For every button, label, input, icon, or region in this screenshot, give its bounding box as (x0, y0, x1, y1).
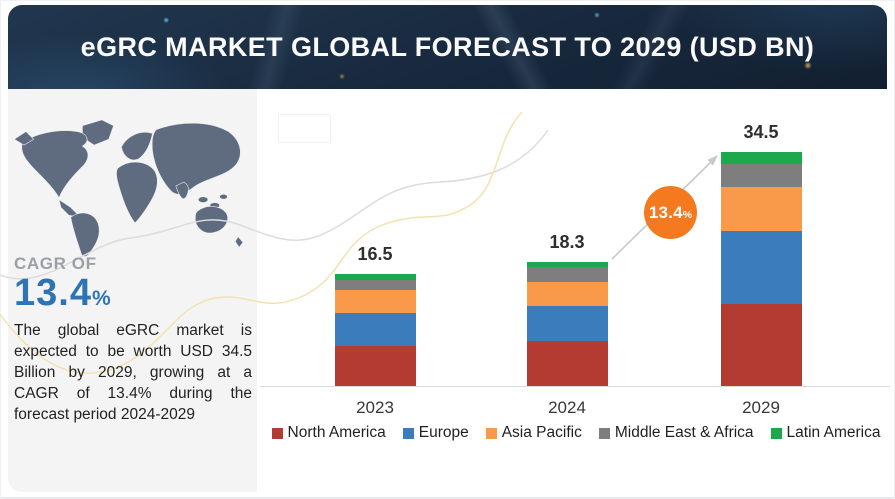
page-title: eGRC MARKET GLOBAL FORECAST TO 2029 (USD… (80, 31, 815, 62)
map-africa (116, 161, 158, 224)
map-europe (121, 132, 153, 161)
bubble-percent-sign: % (682, 208, 693, 221)
bar-segment-asia-pacific (526, 282, 608, 306)
legend-item: North America (271, 424, 386, 442)
bar-total-label: 16.5 (357, 244, 393, 265)
legend-item: Latin America (770, 424, 881, 442)
legend-swatch (770, 427, 782, 439)
x-axis-line (260, 386, 890, 387)
x-axis-tick-label: 2023 (356, 398, 394, 417)
legend-label: Europe (418, 424, 469, 441)
map-asia (151, 122, 241, 195)
chart-legend: North America Europe Asia Pacific Middle Ea… (262, 424, 890, 442)
legend-swatch (598, 427, 610, 439)
cagr-value: 13.4% (14, 274, 250, 312)
cagr-bubble: 13.4% (644, 186, 697, 239)
world-map-icon (13, 119, 244, 257)
market-summary-text: The global eGRC market is expected to be… (14, 322, 252, 424)
x-axis-tick-label: 2024 (548, 398, 586, 417)
legend-label: North America (287, 424, 386, 441)
legend-item: Middle East & Africa (598, 424, 754, 442)
bar-segment-north-america (526, 341, 608, 386)
cagr-number: 13.4 (14, 272, 92, 314)
bar-segment-latin-america (720, 152, 802, 164)
legend-swatch (271, 427, 283, 439)
legend-label: Asia Pacific (501, 424, 582, 441)
legend-label: Middle East & Africa (614, 424, 754, 441)
legend-swatch (402, 427, 414, 439)
map-island (219, 194, 228, 200)
bar-total-label: 18.3 (549, 231, 585, 252)
bar-segment-europe (526, 305, 608, 342)
bar-segment-asia-pacific (334, 290, 416, 314)
bar-segment-latin-america (334, 274, 416, 280)
cagr-label: CAGR OF (14, 254, 97, 273)
bar-segment-europe (334, 313, 416, 346)
growth-arrow-head (707, 155, 718, 166)
watermark-box (278, 114, 331, 143)
legend-label: Latin America (786, 424, 881, 441)
header-banner: eGRC MARKET GLOBAL FORECAST TO 2029 (USD… (8, 5, 887, 89)
bar-segment-middle-east-africa (720, 163, 802, 187)
bar-segment-middle-east-africa (334, 279, 416, 291)
bar-segment-latin-america (526, 261, 608, 268)
bar-segment-north-america (334, 345, 416, 386)
map-new-zealand (234, 236, 244, 248)
bubble-value: 13.4 (648, 202, 683, 222)
bar-segment-north-america (720, 303, 802, 386)
cagr-block: CAGR OF 13.4% The global eGRC market is … (14, 254, 252, 425)
cagr-percent-sign: % (91, 287, 111, 310)
bar-segment-middle-east-africa (526, 267, 608, 283)
map-south-america (70, 212, 100, 257)
map-australia (195, 206, 228, 234)
legend-item: Asia Pacific (485, 424, 582, 442)
bar-segment-asia-pacific (720, 186, 802, 232)
bar-total-label: 34.5 (743, 122, 779, 143)
bar-segment-europe (720, 231, 802, 304)
legend-swatch (485, 427, 497, 439)
map-island (197, 196, 209, 203)
legend-item: Europe (402, 424, 469, 442)
x-axis-tick-label: 2029 (742, 398, 780, 417)
